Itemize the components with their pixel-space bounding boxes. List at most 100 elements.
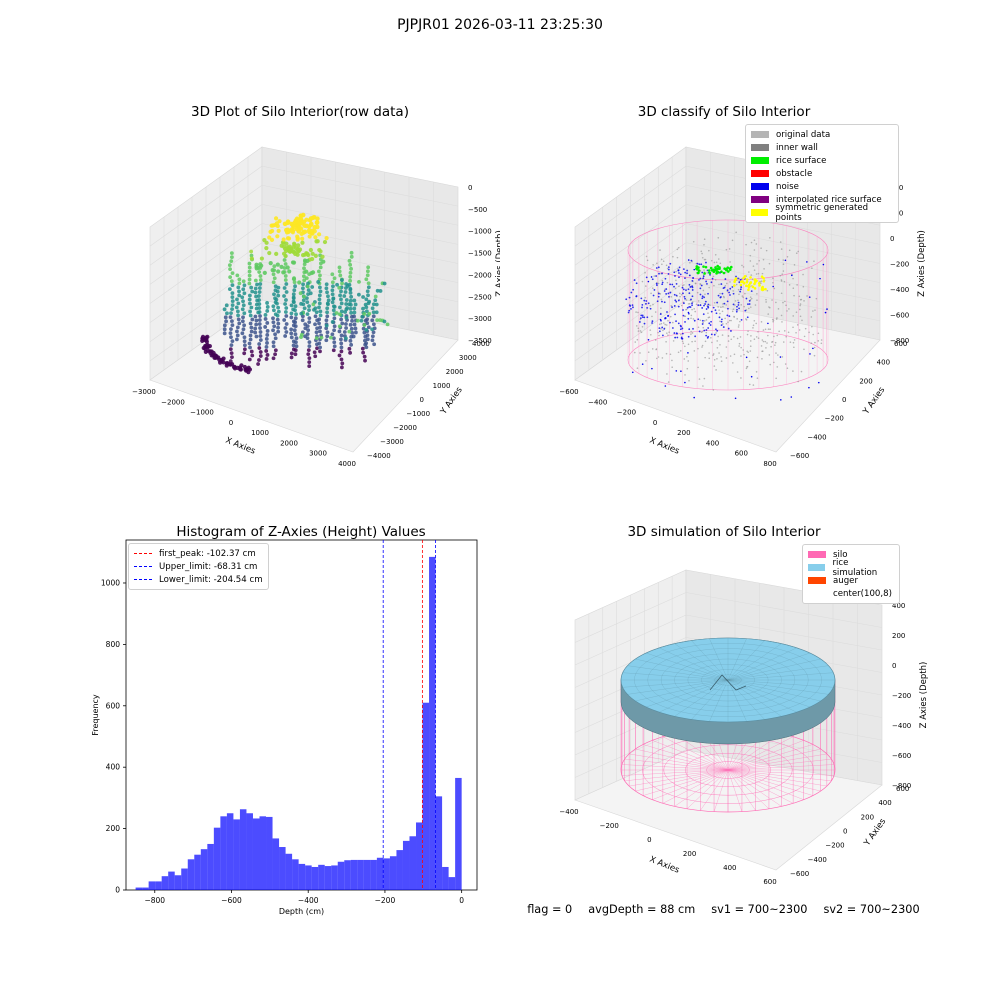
original-data-point	[717, 236, 720, 239]
noise-point	[683, 295, 686, 298]
noise-point	[710, 333, 713, 336]
raw-point	[382, 319, 387, 324]
silo-floor-spoke	[727, 769, 804, 800]
original-data-point	[761, 350, 763, 353]
original-data-point	[741, 277, 743, 280]
raw-point	[348, 322, 353, 327]
original-data-point	[710, 259, 713, 262]
noise-point	[701, 307, 704, 309]
histogram-bar	[429, 556, 436, 890]
noise-point	[661, 326, 664, 329]
silo-floor-spoke	[624, 758, 729, 771]
original-data-point	[667, 381, 670, 383]
raw-point	[253, 290, 258, 295]
raw-point	[373, 294, 378, 299]
raw-point	[357, 292, 361, 297]
raw-point	[241, 279, 246, 284]
classify-y-tick-label: 200	[859, 377, 872, 385]
silo-floor-spoke	[700, 769, 729, 811]
sim-y-tick-label: 0	[843, 828, 847, 836]
original-data-point	[716, 357, 718, 360]
raw-point	[230, 283, 235, 288]
noise-point	[703, 296, 706, 299]
noise-point	[701, 323, 704, 325]
rice-surface-point	[714, 269, 717, 272]
sv2-text: sv2 = 700~2300	[823, 903, 920, 916]
raw-point	[250, 353, 255, 358]
raw-y-tick-label: 4000	[472, 340, 490, 348]
sim-y-tick-label: −400	[808, 856, 827, 864]
raw-point	[283, 302, 288, 306]
raw-point	[247, 269, 252, 274]
noise-point	[736, 308, 738, 311]
original-data-point	[677, 268, 679, 270]
noise-point	[684, 297, 686, 300]
raw-point	[301, 282, 305, 287]
noise-point	[790, 396, 793, 398]
raw-z-tick-label: −3500	[468, 337, 492, 345]
rice-surface-mesh	[727, 679, 797, 713]
original-data-point	[740, 346, 742, 349]
original-data-point	[669, 315, 672, 318]
raw-point	[340, 321, 345, 326]
raw-point	[293, 304, 298, 309]
original-data-point	[662, 260, 665, 263]
raw-point	[248, 309, 252, 314]
raw-point	[331, 348, 336, 353]
rice-surface-mesh	[727, 638, 747, 681]
raw-point	[237, 321, 242, 326]
raw-point	[248, 333, 253, 338]
raw-point	[269, 237, 275, 242]
raw-point	[352, 322, 357, 327]
silo-floor-spoke	[727, 769, 832, 782]
raw-point	[348, 350, 352, 355]
raw-point	[205, 334, 210, 339]
noise-point	[627, 311, 630, 314]
noise-point	[707, 305, 709, 308]
raw-point	[268, 229, 273, 234]
rice-surface-mesh	[727, 640, 765, 681]
original-data-point	[803, 348, 805, 351]
noise-point	[674, 275, 676, 277]
rice-surface-point	[695, 265, 699, 268]
noise-point	[822, 263, 825, 266]
original-data-point	[685, 308, 688, 311]
legend-label: original data	[776, 129, 831, 140]
raw-point	[258, 330, 263, 334]
original-data-point	[722, 323, 724, 325]
original-data-point	[693, 308, 695, 310]
noise-point	[669, 262, 672, 265]
noise-point	[696, 262, 699, 265]
raw-z-tick-label: −2500	[468, 293, 492, 301]
raw-point	[242, 343, 247, 348]
original-data-point	[679, 350, 682, 352]
symmetric-point	[747, 288, 750, 292]
raw-point	[247, 297, 252, 302]
noise-point	[635, 295, 638, 297]
noise-point	[685, 289, 687, 292]
classify-grid-line	[574, 165, 687, 247]
original-data-point	[802, 273, 804, 276]
raw-point	[230, 299, 235, 304]
raw-z-tick-label: −500	[468, 206, 487, 214]
noise-point	[645, 276, 648, 279]
raw-point	[349, 266, 353, 271]
original-data-point	[729, 261, 731, 263]
histogram-bar	[207, 843, 214, 890]
noise-point	[659, 313, 662, 315]
noise-point	[684, 321, 686, 323]
histogram-bar	[148, 881, 156, 890]
original-data-point	[777, 308, 780, 310]
legend-entry: inner wall	[751, 141, 893, 154]
raw-point	[240, 319, 245, 324]
raw-point	[314, 336, 319, 341]
raw-point	[263, 325, 268, 329]
raw-point	[373, 298, 378, 303]
noise-point	[664, 385, 667, 387]
original-data-point	[740, 355, 742, 357]
raw-point	[289, 303, 294, 308]
noise-point	[663, 290, 666, 292]
raw-point	[272, 276, 277, 281]
original-data-point	[672, 255, 674, 258]
histogram-bar	[442, 866, 449, 890]
